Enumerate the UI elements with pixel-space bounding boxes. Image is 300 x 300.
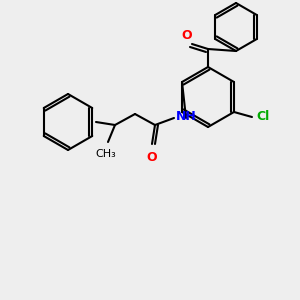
Text: NH: NH xyxy=(176,110,197,124)
Text: O: O xyxy=(147,151,157,164)
Text: CH₃: CH₃ xyxy=(96,149,116,159)
Text: O: O xyxy=(182,29,192,42)
Text: Cl: Cl xyxy=(256,110,269,124)
